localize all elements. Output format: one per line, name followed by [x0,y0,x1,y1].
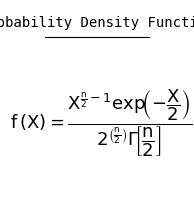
Text: $\mathsf{f\,(X)=}\dfrac{\mathsf{X}^{\frac{\mathsf{n}}{2}-1}\mathsf{exp}\!\left(-: $\mathsf{f\,(X)=}\dfrac{\mathsf{X}^{\fra… [10,88,193,159]
Text: Probability Density Function: Probability Density Function [0,16,194,30]
